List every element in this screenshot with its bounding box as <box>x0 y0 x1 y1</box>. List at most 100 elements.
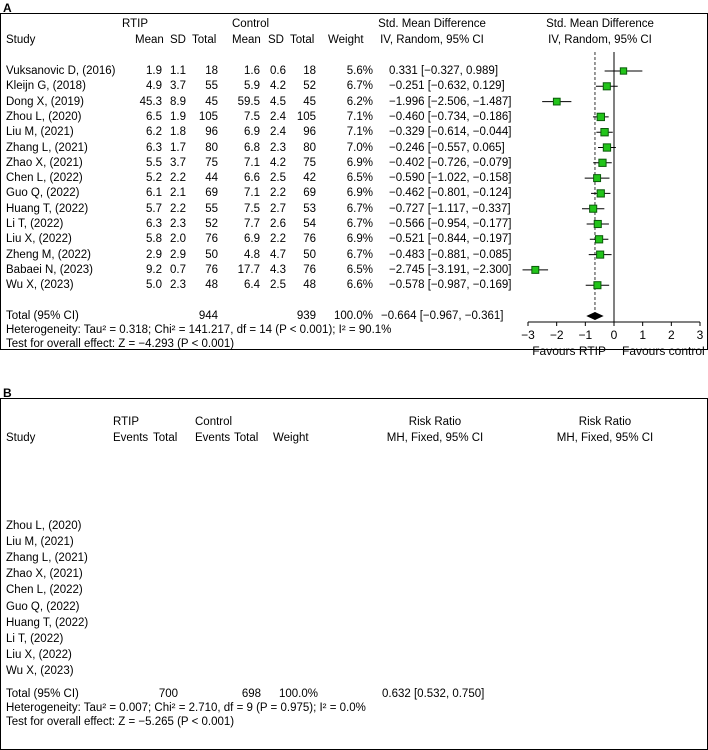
ci-value: −0.727 [−1.117, −0.337] <box>389 202 511 215</box>
sd1-value: 2.2 <box>170 172 186 185</box>
sd2-header: SD <box>268 34 284 46</box>
weight-value: 6.6% <box>346 279 373 292</box>
mean1-value: 9.2 <box>146 263 162 276</box>
sd1-value: 1.1 <box>170 65 186 77</box>
sd1-value: 0.7 <box>170 263 186 276</box>
ci-value: −0.483 [−0.881, −0.085] <box>389 248 512 261</box>
sd1-value: 1.9 <box>170 110 186 123</box>
study-name: Huang T, (2022) <box>6 616 89 629</box>
study-name: Zhou L, (2020) <box>6 520 82 532</box>
sd1-value: 2.0 <box>170 233 186 246</box>
mean2-value: 6.4 <box>244 279 260 292</box>
heterogeneity-text: Heterogeneity: Tau² = 0.318; Chi² = 141.… <box>6 324 392 336</box>
study-name: Liu X, (2022) <box>6 233 72 246</box>
mean2-value: 6.8 <box>244 141 260 154</box>
total-n1: 944 <box>198 310 218 322</box>
effect-square <box>598 158 607 167</box>
weight-value: 6.7% <box>346 248 373 261</box>
total-weight: 100.0% <box>278 688 318 700</box>
total-n2: 939 <box>296 310 316 322</box>
sd2-value: 2.2 <box>270 187 286 200</box>
total-ci: 0.632 [0.532, 0.750] <box>382 688 485 700</box>
plot-title-header: Risk Ratio <box>578 416 632 428</box>
study-name: Kleijn G, (2018) <box>6 80 86 93</box>
sd1-value: 2.9 <box>170 248 186 261</box>
total2-value: 76 <box>303 233 316 246</box>
effect-square <box>619 67 628 75</box>
study-name: Zhao X, (2021) <box>6 568 83 581</box>
ci-value: −0.251 [−0.632, 0.129] <box>389 80 505 93</box>
x-tick-label: 1 <box>639 328 646 342</box>
study-name: Liu M, (2021) <box>6 536 74 549</box>
sd2-value: 2.7 <box>270 202 286 215</box>
total2-value: 52 <box>303 80 316 93</box>
sd2-value: 4.2 <box>270 156 286 169</box>
ci-value: −2.745 [−3.191, −2.300] <box>389 263 512 276</box>
total2-value: 54 <box>303 218 316 230</box>
total2-header: Total <box>290 34 315 46</box>
x-tick-label: −3 <box>521 328 535 342</box>
weight-value: 6.2% <box>346 95 373 108</box>
mean1-value: 6.2 <box>146 126 162 139</box>
group2-header: Control <box>195 416 233 428</box>
x-tick-label: 0 <box>611 328 618 342</box>
group1-header: RTIP <box>122 18 148 30</box>
sd1-value: 1.7 <box>170 141 186 154</box>
group2-header: Control <box>232 18 270 30</box>
mean1-value: 5.5 <box>146 156 162 169</box>
sd2-value: 4.5 <box>270 95 286 108</box>
total1-value: 76 <box>205 263 218 276</box>
study-name: Chen L, (2022) <box>6 172 83 185</box>
plot-title-header: Std. Mean Difference <box>546 18 654 30</box>
ci-value: −0.402 [−0.726, −0.079] <box>389 156 512 169</box>
weight-value: 7.0% <box>346 141 373 154</box>
total2-value: 18 <box>303 65 316 77</box>
total1-value: 105 <box>198 110 218 123</box>
total2-value: 50 <box>303 248 316 261</box>
study-name: Guo Q, (2022) <box>6 187 80 200</box>
effect-title-header: Risk Ratio <box>408 416 462 428</box>
ci-value: −0.566 [−0.954, −0.177] <box>389 218 512 230</box>
sd1-value: 2.1 <box>170 187 186 200</box>
x-tick-label: −2 <box>550 328 564 342</box>
plot-method-header: IV, Random, 95% CI <box>548 34 652 46</box>
mean1-value: 5.8 <box>146 233 162 246</box>
study-name: Huang T, (2022) <box>6 202 89 215</box>
weight-value: 6.5% <box>346 263 373 276</box>
ci-value: −0.578 [−0.987, −0.169] <box>389 279 512 292</box>
mean2-value: 6.9 <box>244 233 260 246</box>
mean2-value: 7.7 <box>244 218 260 230</box>
weight-value: 6.9% <box>346 156 373 169</box>
study-name: Vuksanovic D, (2016) <box>6 65 116 77</box>
pooled-diamond <box>586 312 604 320</box>
total1-value: 45 <box>205 95 218 108</box>
total1-value: 55 <box>205 202 218 215</box>
effect-square <box>596 112 605 122</box>
total2-value: 80 <box>303 141 316 154</box>
study-name: Liu X, (2022) <box>6 648 72 661</box>
weight-value: 7.1% <box>346 110 373 123</box>
forest-plot-a: −3 −2 −1 0 1 2 3 Favours RTIP Favours control <box>521 52 705 358</box>
effect-square <box>593 219 602 229</box>
mean1-value: 4.9 <box>146 80 162 93</box>
study-header: Study <box>6 432 36 444</box>
total-weight: 100.0% <box>333 310 373 322</box>
mean2-value: 4.8 <box>244 248 260 261</box>
sd1-value: 2.2 <box>170 202 186 215</box>
sd1-value: 2.3 <box>170 279 186 292</box>
ci-value: −0.460 [−0.734, −0.186] <box>389 110 512 123</box>
study-name: Dong X, (2019) <box>6 95 84 108</box>
sd1-value: 1.8 <box>170 126 186 139</box>
total1-value: 69 <box>205 187 218 200</box>
total1-header: Total <box>153 432 178 444</box>
sd2-value: 4.3 <box>270 263 286 276</box>
study-name: Wu X, (2023) <box>6 664 74 677</box>
effect-square <box>589 204 598 213</box>
total2-header: Total <box>234 432 259 444</box>
weight-header: Weight <box>273 432 309 444</box>
study-name: Guo Q, (2022) <box>6 600 80 613</box>
sd1-value: 2.3 <box>170 218 186 230</box>
effect-method-header: IV, Random, 95% CI <box>380 34 484 46</box>
effect-square <box>593 174 602 183</box>
study-name: Babaei N, (2023) <box>6 263 93 276</box>
